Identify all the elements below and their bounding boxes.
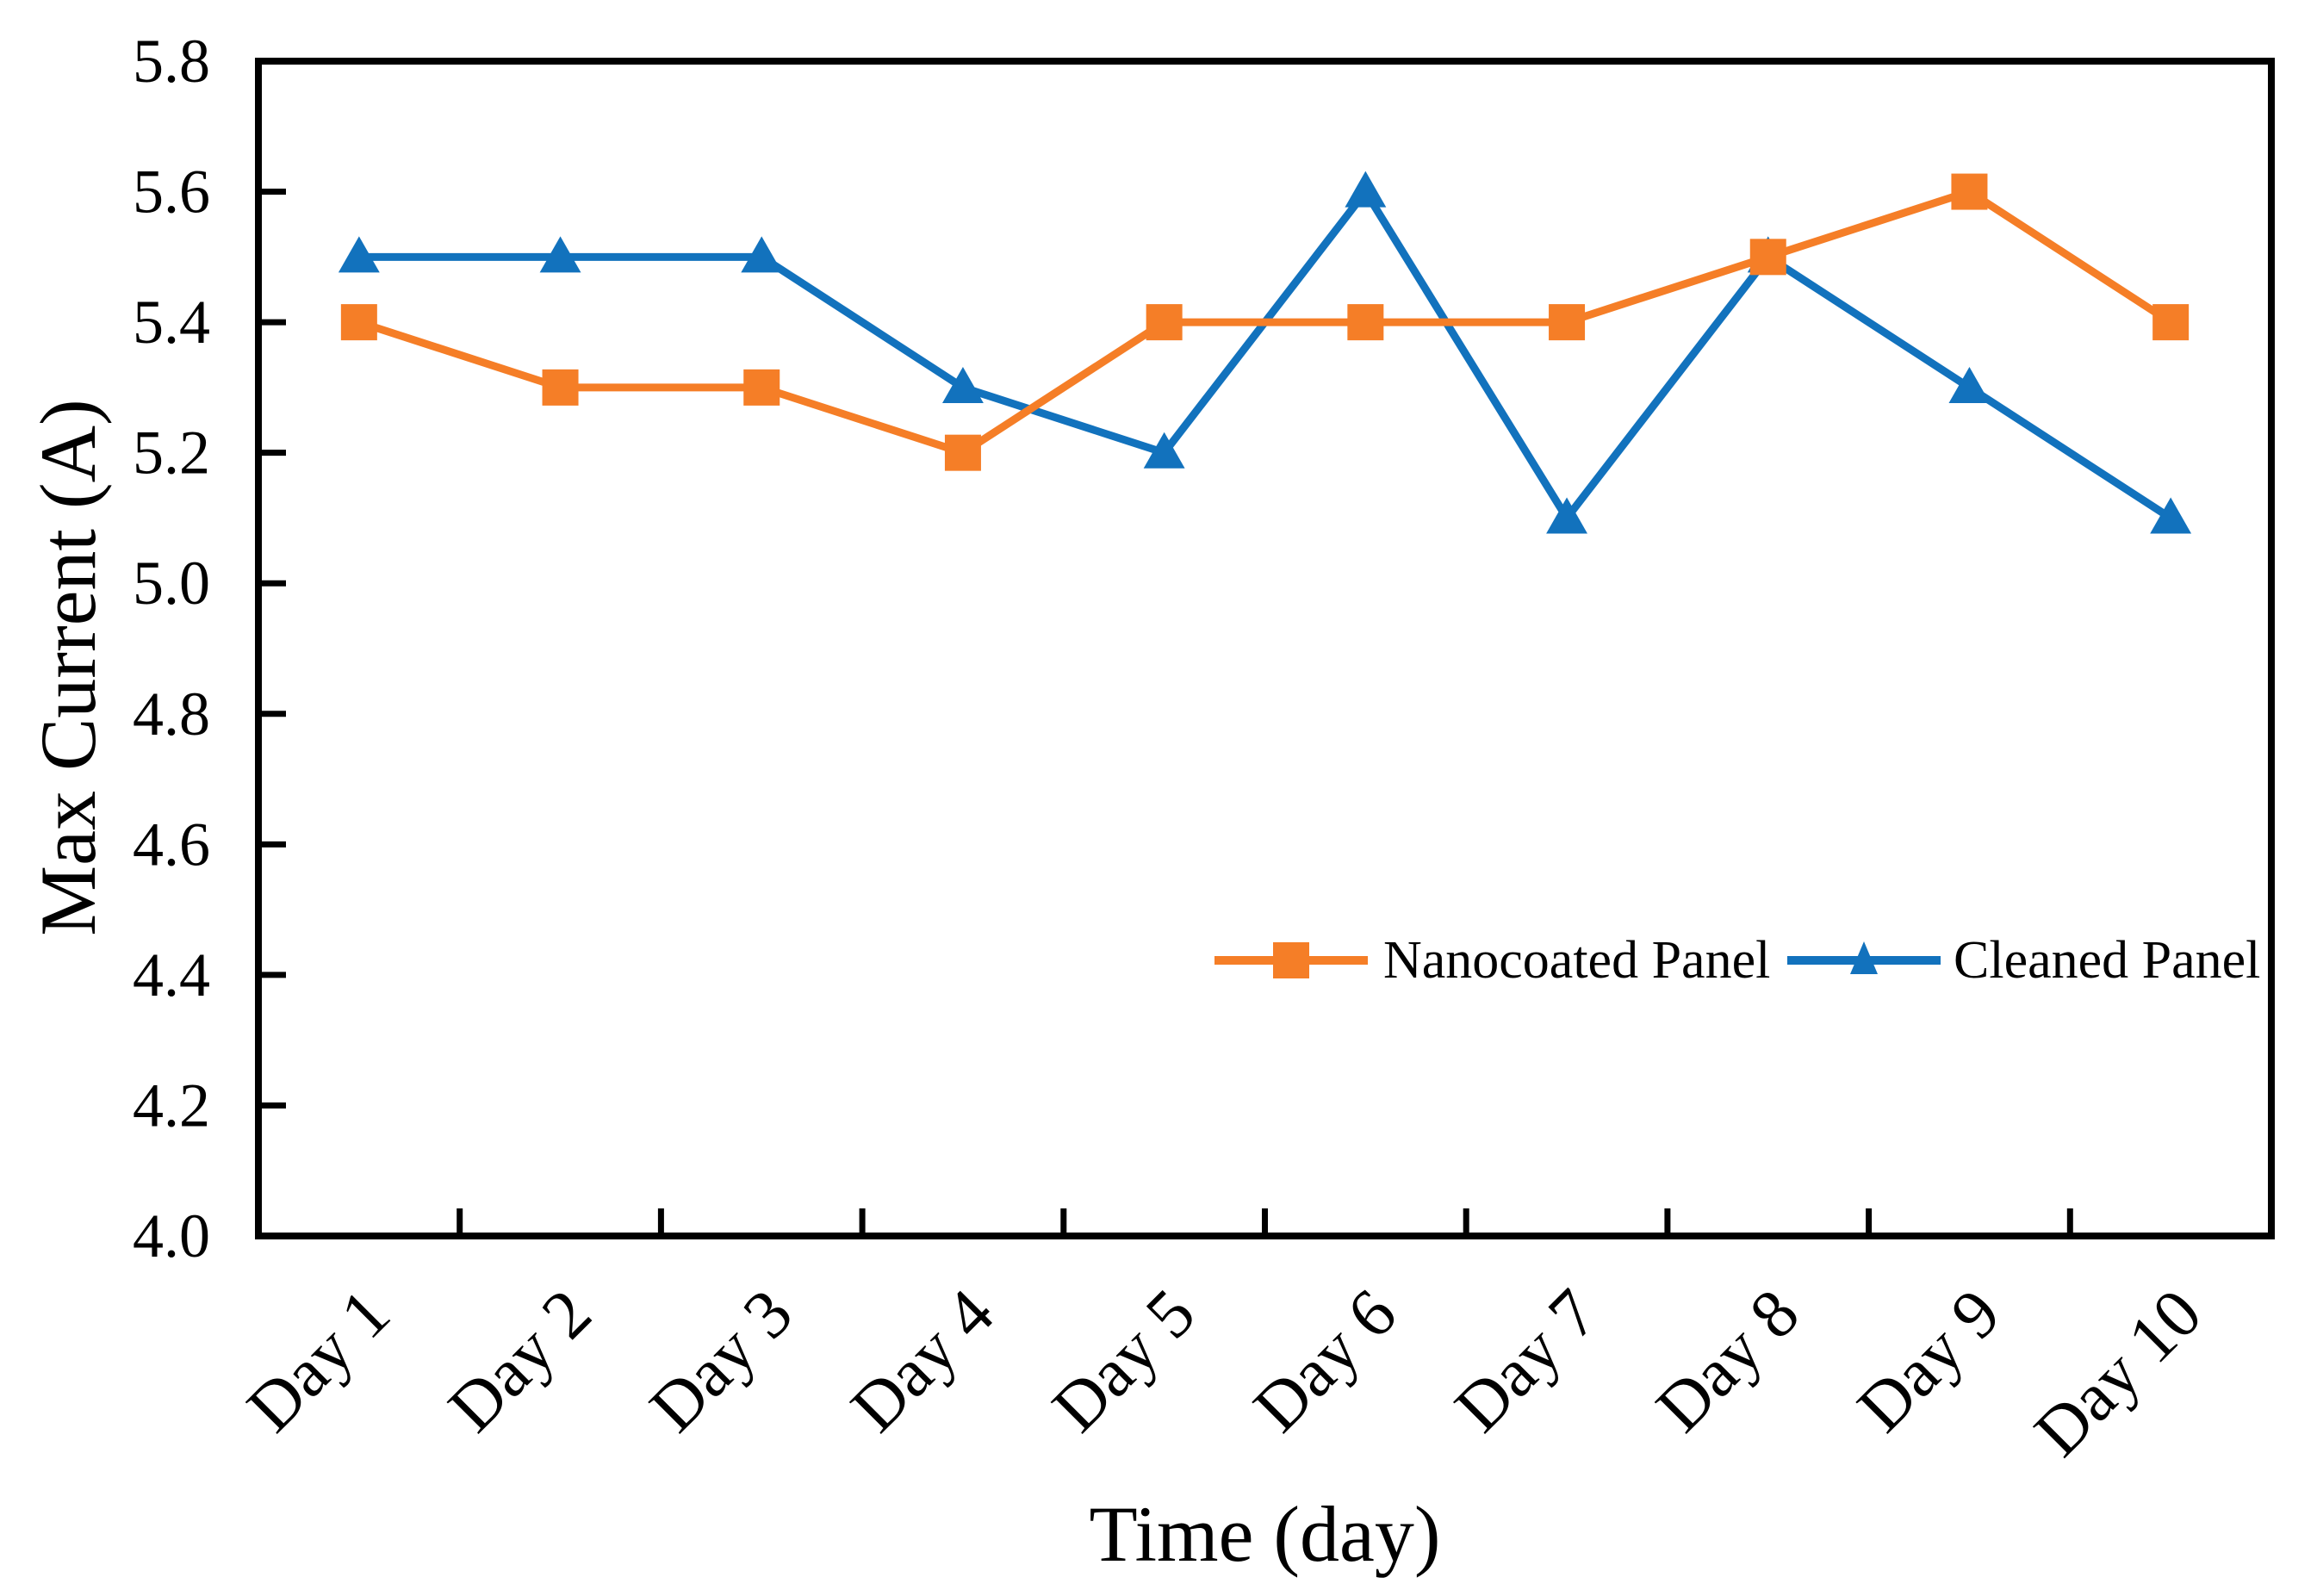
y-axis-tick-label: 4.8 xyxy=(133,680,210,748)
data-point xyxy=(1146,304,1183,341)
y-axis-tick-label: 5.0 xyxy=(133,549,210,618)
series-line xyxy=(357,187,2173,457)
data-point xyxy=(1546,497,1587,534)
x-axis: Day 1 Day 2 Day 3 Day 4 Day 5 Day 6 Day 7 Day 8… xyxy=(233,1208,2275,1471)
data-point xyxy=(2152,304,2190,341)
y-axis-tick-label: 4.0 xyxy=(133,1202,210,1270)
data-point xyxy=(1749,239,1786,276)
legend-marker-square-icon xyxy=(1273,942,1309,978)
y-axis-tick-label: 4.2 xyxy=(133,1071,210,1140)
legend-item: Nanocoated Panel xyxy=(1214,931,1770,990)
data-point xyxy=(1143,432,1185,469)
y-axis-title: Max Current (A) xyxy=(24,399,112,935)
plot-frame xyxy=(255,58,2275,1239)
legend-item: Cleaned Panel xyxy=(1787,931,2260,990)
x-axis-category-label: Day 9 xyxy=(1843,1276,2015,1447)
y-axis-tick-label: 5.8 xyxy=(133,27,210,96)
data-point xyxy=(1948,366,1991,403)
data-point xyxy=(743,369,780,406)
y-axis-tick-label: 4.6 xyxy=(133,810,210,879)
data-point xyxy=(2150,497,2192,534)
x-axis-category-label: Day 1 xyxy=(233,1276,405,1447)
x-axis-category-label: Day 10 xyxy=(2021,1276,2216,1471)
x-axis-category-label: Day 6 xyxy=(1239,1276,1411,1447)
data-point xyxy=(338,236,380,273)
data-point xyxy=(539,236,581,273)
data-point xyxy=(1347,304,1384,341)
legend-item-label: Nanocoated Panel xyxy=(1383,931,1770,990)
data-point xyxy=(1345,171,1387,208)
legend: Nanocoated Panel Cleaned Panel xyxy=(1214,931,2260,990)
data-point xyxy=(340,304,377,341)
y-axis-tick-label: 5.2 xyxy=(133,419,210,487)
data-point xyxy=(1549,304,1586,341)
legend-marker-triangle-icon xyxy=(1850,941,1878,974)
y-axis-tick-label: 4.4 xyxy=(133,941,210,1009)
series-cleaned-panel xyxy=(338,171,2192,534)
y-axis: 4.0 4.2 4.4 4.6 4.8 5.0 5.2 5.4 5.6 5.8 xyxy=(133,27,286,1270)
y-axis-tick-label: 5.6 xyxy=(133,158,210,227)
x-axis-category-label: Day 5 xyxy=(1038,1276,1209,1447)
x-axis-category-label: Day 2 xyxy=(434,1276,606,1447)
data-point xyxy=(1951,173,1988,210)
data-point xyxy=(944,434,981,471)
series-line xyxy=(358,184,2173,525)
data-point xyxy=(741,236,783,273)
data-point xyxy=(542,369,579,406)
data-point xyxy=(942,366,984,403)
x-axis-category-label: Day 8 xyxy=(1643,1276,1814,1447)
series-nanocoated-panel xyxy=(340,173,2190,471)
x-axis-category-label: Day 3 xyxy=(636,1276,807,1447)
legend-item-label: Cleaned Panel xyxy=(1954,931,2260,990)
x-axis-title: Time (day) xyxy=(1089,1490,1440,1578)
x-axis-category-label: Day 7 xyxy=(1441,1276,1612,1447)
y-axis-tick-label: 5.4 xyxy=(133,288,210,357)
x-axis-category-label: Day 4 xyxy=(837,1276,1009,1447)
